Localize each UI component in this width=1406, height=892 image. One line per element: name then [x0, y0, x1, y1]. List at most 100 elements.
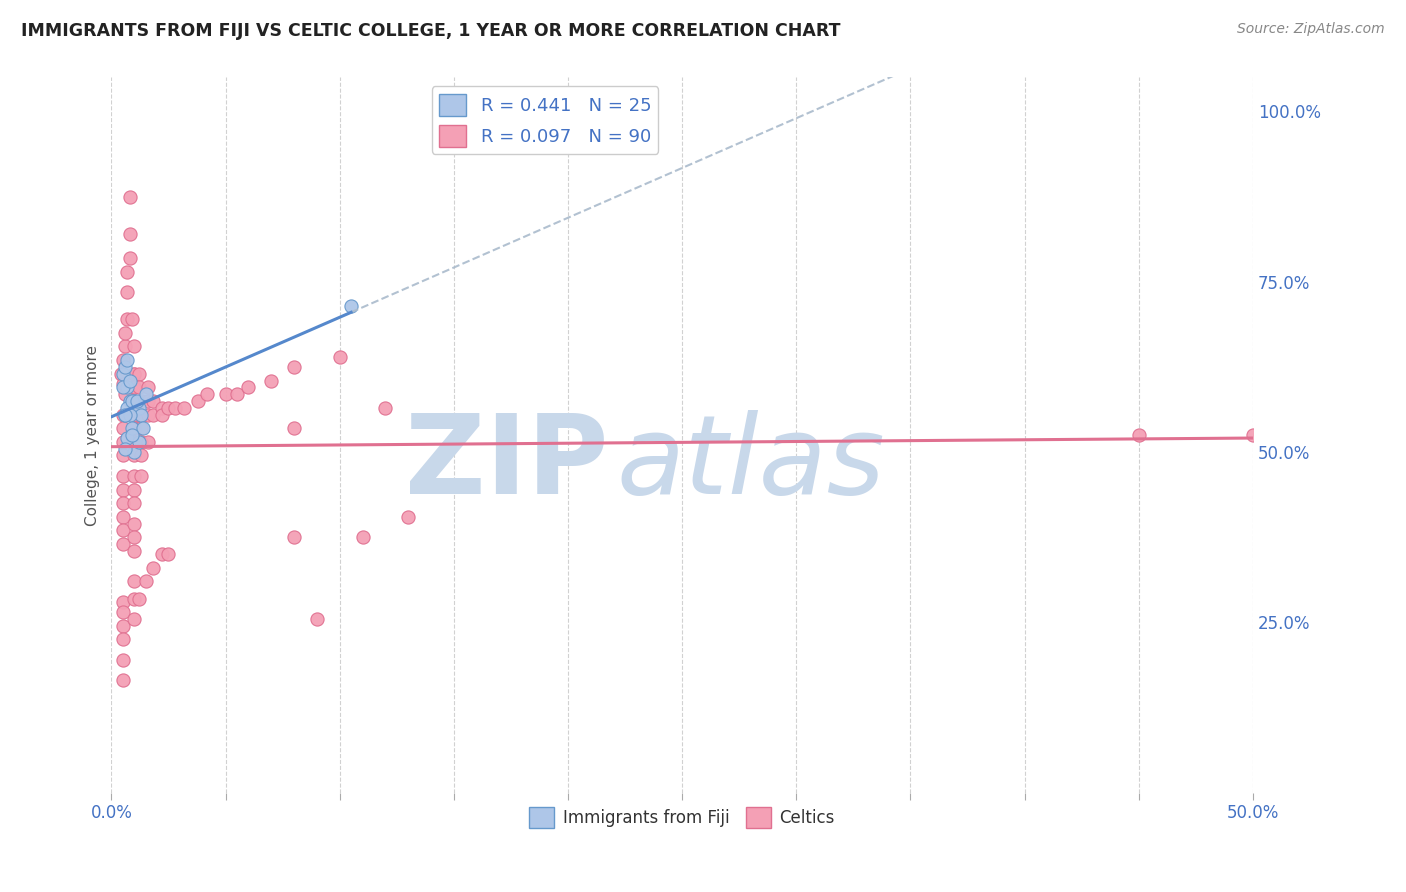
Point: [136, 434, 159, 449]
Point: [111, 449, 134, 463]
Point: [122, 408, 145, 422]
Point: [122, 469, 145, 483]
Point: [118, 394, 141, 409]
Point: [114, 359, 136, 374]
Point: [128, 591, 150, 606]
Point: [111, 595, 134, 609]
Point: [111, 632, 134, 647]
Point: [136, 394, 159, 409]
Point: [111, 673, 134, 688]
Point: [122, 574, 145, 589]
Point: [121, 312, 143, 326]
Point: [111, 469, 134, 483]
Point: [122, 434, 145, 449]
Text: atlas: atlas: [616, 410, 884, 517]
Point: [114, 326, 136, 340]
Point: [111, 537, 134, 551]
Point: [305, 612, 328, 626]
Point: [238, 380, 260, 394]
Point: [117, 353, 139, 368]
Point: [132, 421, 155, 435]
Point: [135, 574, 157, 589]
Point: [128, 434, 150, 449]
Point: [283, 359, 305, 374]
Point: [118, 251, 141, 265]
Point: [122, 394, 145, 409]
Point: [117, 285, 139, 299]
Point: [117, 401, 139, 415]
Point: [111, 509, 134, 524]
Point: [121, 421, 143, 435]
Point: [121, 428, 143, 442]
Point: [114, 408, 136, 422]
Point: [128, 380, 150, 394]
Text: Source: ZipAtlas.com: Source: ZipAtlas.com: [1237, 22, 1385, 37]
Point: [122, 421, 145, 435]
Point: [111, 496, 134, 510]
Point: [141, 408, 163, 422]
Text: ZIP: ZIP: [405, 410, 607, 517]
Point: [141, 561, 163, 575]
Point: [141, 394, 163, 409]
Point: [122, 394, 145, 409]
Point: [111, 408, 134, 422]
Point: [111, 353, 134, 368]
Point: [129, 394, 152, 409]
Point: [329, 350, 352, 364]
Point: [150, 408, 173, 422]
Point: [157, 401, 180, 415]
Point: [150, 547, 173, 561]
Point: [122, 530, 145, 544]
Point: [128, 367, 150, 381]
Point: [129, 449, 152, 463]
Point: [114, 408, 136, 422]
Point: [111, 434, 134, 449]
Point: [122, 367, 145, 381]
Point: [122, 445, 145, 459]
Point: [110, 367, 132, 381]
Point: [129, 469, 152, 483]
Point: [129, 434, 152, 449]
Point: [118, 227, 141, 241]
Point: [283, 530, 305, 544]
Point: [122, 380, 145, 394]
Point: [117, 432, 139, 446]
Point: [111, 380, 134, 394]
Point: [128, 401, 150, 415]
Point: [122, 496, 145, 510]
Point: [114, 339, 136, 353]
Point: [135, 387, 157, 401]
Point: [122, 591, 145, 606]
Point: [111, 605, 134, 619]
Point: [117, 380, 139, 394]
Point: [122, 483, 145, 497]
Point: [340, 299, 363, 313]
Point: [195, 387, 218, 401]
Point: [118, 374, 141, 388]
Point: [352, 530, 374, 544]
Point: [122, 339, 145, 353]
Point: [122, 380, 145, 394]
Point: [118, 189, 141, 203]
Point: [121, 394, 143, 409]
Point: [136, 408, 159, 422]
Point: [129, 421, 152, 435]
Point: [111, 483, 134, 497]
Point: [122, 367, 145, 381]
Point: [111, 367, 134, 381]
Point: [122, 612, 145, 626]
Point: [117, 312, 139, 326]
Point: [122, 449, 145, 463]
Text: IMMIGRANTS FROM FIJI VS CELTIC COLLEGE, 1 YEAR OR MORE CORRELATION CHART: IMMIGRANTS FROM FIJI VS CELTIC COLLEGE, …: [21, 22, 841, 40]
Point: [129, 408, 152, 422]
Point: [1241, 428, 1264, 442]
Point: [157, 547, 180, 561]
Point: [226, 387, 249, 401]
Point: [114, 442, 136, 456]
Point: [165, 401, 187, 415]
Point: [118, 408, 141, 422]
Point: [173, 401, 195, 415]
Point: [150, 401, 173, 415]
Point: [283, 421, 305, 435]
Point: [122, 544, 145, 558]
